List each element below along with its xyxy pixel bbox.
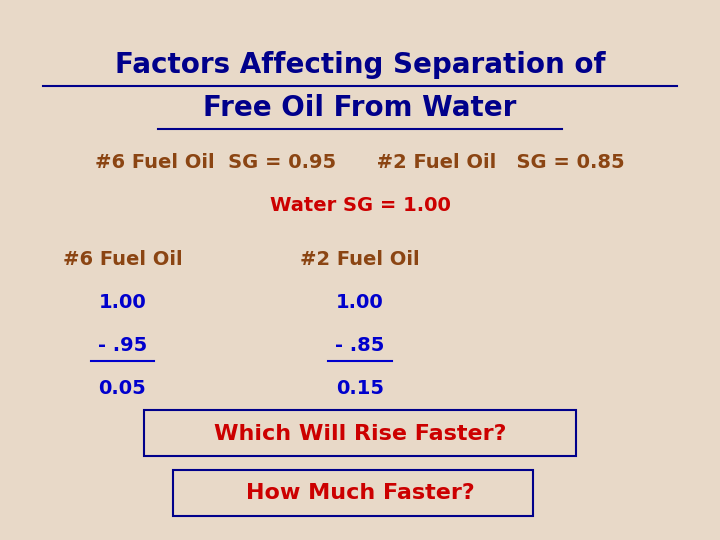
Text: Free Oil From Water: Free Oil From Water [203,94,517,122]
Text: #6 Fuel Oil  SG = 0.95      #2 Fuel Oil   SG = 0.85: #6 Fuel Oil SG = 0.95 #2 Fuel Oil SG = 0… [95,152,625,172]
Text: 0.05: 0.05 [99,379,146,399]
FancyBboxPatch shape [173,470,533,516]
Text: Factors Affecting Separation of: Factors Affecting Separation of [114,51,606,79]
Text: 0.15: 0.15 [336,379,384,399]
Text: #6 Fuel Oil: #6 Fuel Oil [63,249,182,269]
Text: 1.00: 1.00 [99,293,146,312]
Text: 1.00: 1.00 [336,293,384,312]
Text: Which Will Rise Faster?: Which Will Rise Faster? [214,423,506,444]
Text: #2 Fuel Oil: #2 Fuel Oil [300,249,420,269]
Text: Water SG = 1.00: Water SG = 1.00 [269,195,451,215]
Text: How Much Faster?: How Much Faster? [246,483,474,503]
Text: - .95: - .95 [98,336,147,355]
FancyBboxPatch shape [144,410,576,456]
Text: - .85: - .85 [336,336,384,355]
